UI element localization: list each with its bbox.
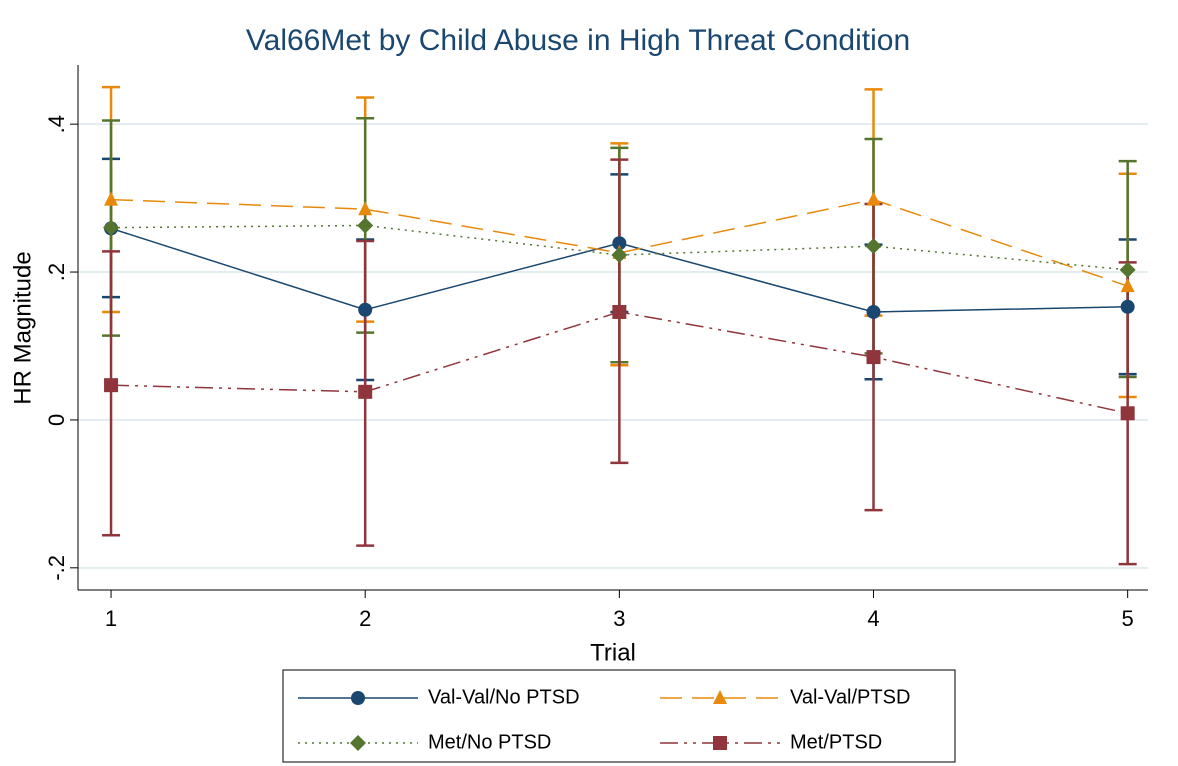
marker xyxy=(866,304,881,319)
x-axis-label: Trial xyxy=(590,639,636,666)
marker xyxy=(612,304,627,319)
legend-label: Val-Val/No PTSD xyxy=(428,686,580,708)
marker xyxy=(865,238,882,255)
marker xyxy=(1120,299,1135,314)
marker xyxy=(866,350,881,365)
marker xyxy=(1119,261,1136,278)
series-line xyxy=(111,224,1128,271)
marker xyxy=(358,302,373,317)
x-tick-label: 4 xyxy=(867,606,879,631)
legend-marker xyxy=(713,690,727,704)
legend-label: Met/No PTSD xyxy=(428,731,551,753)
y-tick-label: -.2 xyxy=(44,555,69,581)
legend-marker xyxy=(713,736,727,750)
chart-title: Val66Met by Child Abuse in High Threat C… xyxy=(246,24,910,57)
x-tick-label: 1 xyxy=(105,606,117,631)
marker xyxy=(357,217,374,234)
marker xyxy=(611,247,628,264)
marker xyxy=(1120,406,1135,421)
marker xyxy=(358,201,373,216)
marker xyxy=(104,378,119,393)
legend-box xyxy=(282,669,956,763)
x-tick-label: 3 xyxy=(613,606,625,631)
marker xyxy=(104,191,119,206)
x-tick-label: 5 xyxy=(1122,606,1134,631)
marker xyxy=(1120,278,1135,293)
legend-label: Met/PTSD xyxy=(790,731,882,753)
y-tick-label: .4 xyxy=(44,115,69,133)
legend-marker xyxy=(351,691,365,705)
marker xyxy=(866,191,881,206)
y-tick-label: .2 xyxy=(44,263,69,281)
marker xyxy=(612,236,627,251)
marker xyxy=(103,219,120,236)
x-tick-label: 2 xyxy=(359,606,371,631)
legend-label: Val-Val/PTSD xyxy=(790,686,910,708)
y-tick-label: 0 xyxy=(44,414,69,426)
y-axis-label: HR Magnitude xyxy=(9,251,36,404)
legend-marker xyxy=(350,735,366,751)
marker xyxy=(358,384,373,399)
